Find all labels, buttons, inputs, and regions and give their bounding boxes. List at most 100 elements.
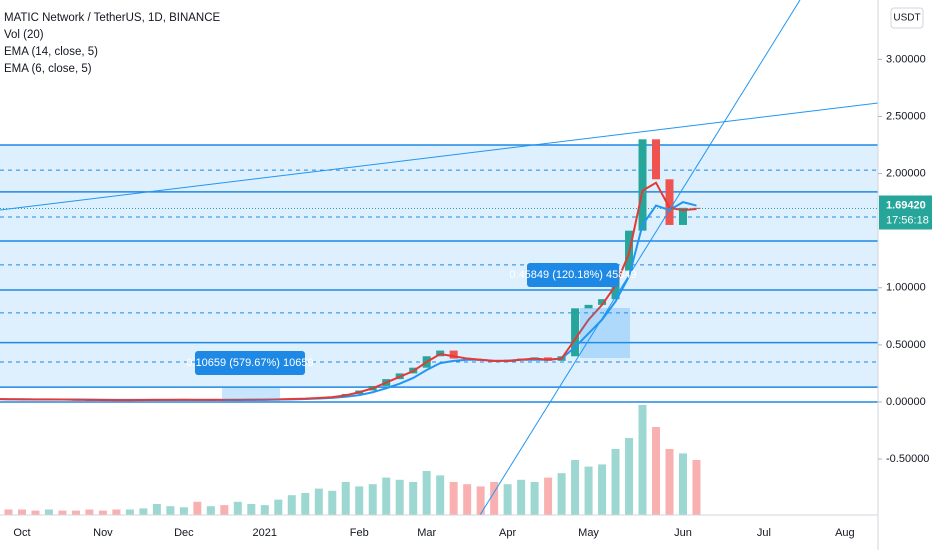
annotation-box <box>527 263 619 287</box>
volume-bar <box>58 510 67 515</box>
volume-bar <box>206 506 215 515</box>
volume-bar <box>44 509 53 515</box>
legend: MATIC Network / TetherUS, 1D, BINANCE Vo… <box>4 12 221 75</box>
chart-title: MATIC Network / TetherUS, 1D, BINANCE <box>4 12 221 24</box>
candle <box>652 139 661 180</box>
plot-area <box>0 139 878 515</box>
volume-bar <box>557 473 566 515</box>
volume-bar <box>638 405 647 515</box>
volume-bar <box>692 460 701 515</box>
legend-entry: EMA (14, close, 5) <box>4 46 98 58</box>
volume-bar <box>233 501 242 515</box>
measure-box <box>222 387 280 402</box>
volume-bar <box>678 453 687 515</box>
candle <box>665 179 674 225</box>
volume-bar <box>260 505 269 515</box>
trend-line <box>0 102 878 211</box>
x-tick-label: Jun <box>674 527 692 539</box>
volume-bar <box>436 475 445 515</box>
x-tick-label: Feb <box>350 527 369 539</box>
volume-bar <box>193 501 202 515</box>
y-tick-label: 2.00000 <box>886 167 926 179</box>
x-tick-label: Oct <box>13 527 30 539</box>
annotation: 0.10659 (579.67%) 10659 <box>186 357 313 369</box>
volume-bar <box>584 466 593 515</box>
legend-entry: Vol (20) <box>4 29 44 41</box>
volume-bar <box>152 504 161 515</box>
volume-bar <box>476 486 485 515</box>
volume-bar <box>4 509 13 515</box>
volume-bar <box>625 438 634 515</box>
candle <box>571 308 580 357</box>
annotation: 0.45849 (120.18%) 45849 <box>509 269 636 281</box>
volume-bar <box>314 488 323 515</box>
currency[interactable]: USDT <box>893 13 920 24</box>
drawings: 0.45849 (120.18%) 45849 0.10659 (579.67%… <box>0 0 878 515</box>
volume-bar <box>98 510 107 515</box>
y-tick-label: 0.50000 <box>886 339 926 351</box>
volume-bar <box>139 508 148 515</box>
volume-bar <box>125 509 134 515</box>
x-tick-label: May <box>578 527 599 539</box>
volume-bar <box>31 510 40 515</box>
candle <box>584 304 593 309</box>
annotation-box <box>195 351 305 375</box>
ema-line <box>0 181 697 402</box>
countdown: 17:56:18 <box>886 214 929 226</box>
volume-bar <box>544 477 553 515</box>
candle <box>678 207 687 225</box>
candle <box>449 350 458 359</box>
currency-button[interactable] <box>890 7 924 29</box>
x-tick-label: Jul <box>757 527 771 539</box>
volume-bar <box>112 509 121 515</box>
volume-bar <box>611 449 620 515</box>
x-tick-label: Mar <box>417 527 436 539</box>
y-tick-label: -0.50000 <box>886 453 929 465</box>
volume-bar <box>382 477 391 515</box>
volume-bar <box>247 504 256 515</box>
volume-bar <box>503 484 512 515</box>
volume-bar <box>179 507 188 515</box>
volume-bar <box>301 493 310 515</box>
candle <box>598 299 607 305</box>
trend-line <box>479 0 801 515</box>
volume-bar <box>220 505 229 515</box>
volume-bar <box>598 464 607 515</box>
volume-bar <box>85 509 94 515</box>
volume-bar <box>17 509 26 515</box>
volume-bar <box>571 460 580 515</box>
volume-bar <box>341 482 350 515</box>
volume-bar <box>287 495 296 515</box>
legend-entry: EMA (6, close, 5) <box>4 63 92 75</box>
volume-bar <box>274 499 283 515</box>
candle <box>638 139 647 231</box>
volume-bar <box>395 479 404 515</box>
volume-bar <box>355 486 364 515</box>
y-tick-label: 2.50000 <box>886 110 926 122</box>
volume-bar <box>463 484 472 515</box>
x-tick-label: Apr <box>499 527 516 539</box>
volume-bar <box>665 449 674 515</box>
volume-bar <box>368 484 377 515</box>
y-tick-label: 0.00000 <box>886 396 926 408</box>
x-tick-label: 2021 <box>253 527 277 539</box>
volume-bar <box>328 490 337 515</box>
y-tick-label: 3.00000 <box>886 53 926 65</box>
volume-bar <box>449 482 458 515</box>
volume-bar <box>409 482 418 515</box>
price-label: 1.69420 <box>886 199 926 211</box>
x-tick-label: Aug <box>835 527 855 539</box>
channel-fill <box>0 145 878 388</box>
y-tick-label: 1.00000 <box>886 282 926 294</box>
volume-bar <box>490 482 499 515</box>
volume-bar <box>422 471 431 515</box>
price-tag <box>879 195 932 230</box>
volume-bar <box>71 510 80 515</box>
measure-box <box>580 308 630 358</box>
x-tick-label: Nov <box>93 527 113 539</box>
volume-bar <box>652 427 661 515</box>
volume-bar <box>530 482 539 515</box>
volume-bar <box>166 506 175 515</box>
volume-bar <box>517 479 526 515</box>
